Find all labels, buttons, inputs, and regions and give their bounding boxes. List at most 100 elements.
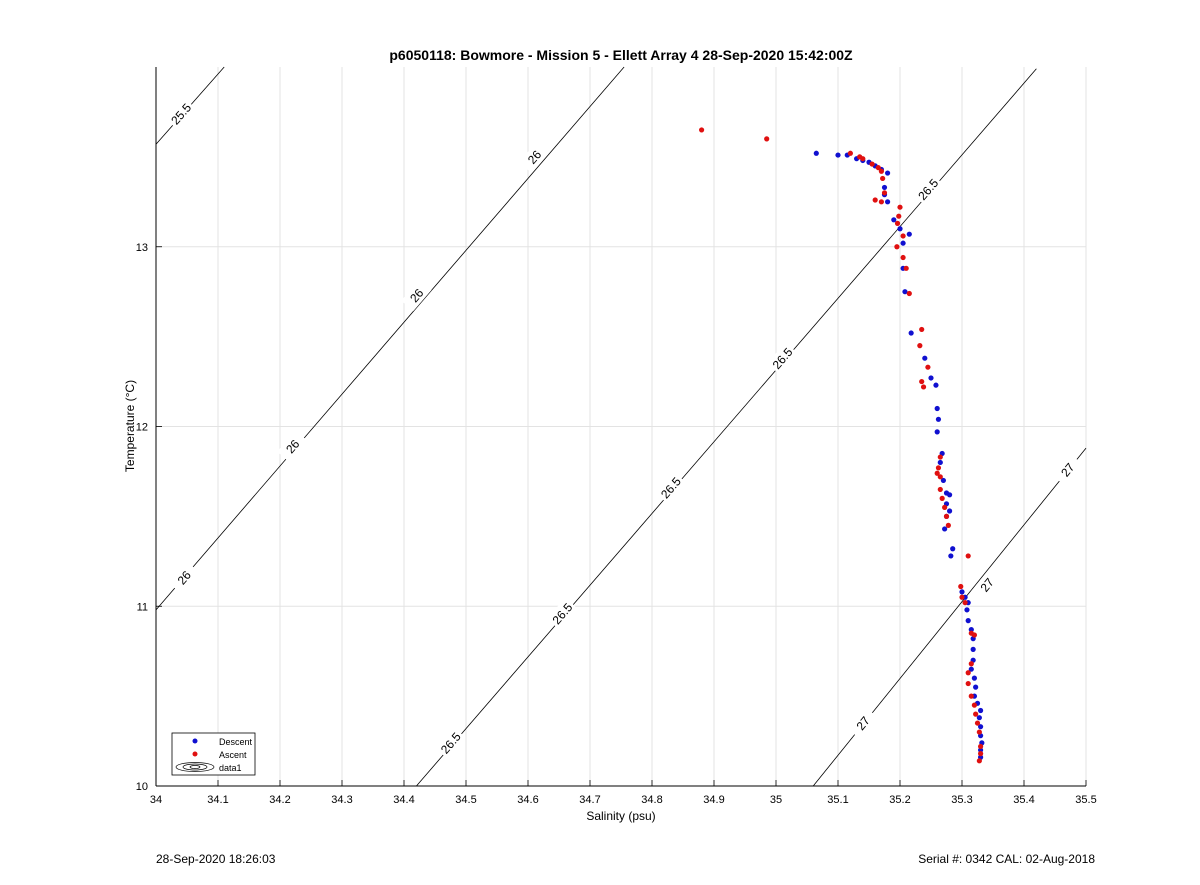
descent-point <box>965 618 971 624</box>
ascent-point <box>878 168 885 174</box>
ascent-point <box>971 702 978 708</box>
ascent-point <box>900 233 906 239</box>
ascent-point <box>937 486 943 493</box>
contour-label-bg <box>401 279 432 312</box>
descent-point <box>968 627 974 633</box>
descent-point <box>906 231 912 237</box>
ascent-point <box>699 127 705 133</box>
descent-point <box>881 184 888 191</box>
ascent-point <box>880 175 886 182</box>
descent-point <box>937 459 943 466</box>
y-tick-label: 11 <box>137 601 148 613</box>
ascent-point <box>959 594 965 600</box>
ascent-point <box>962 600 968 606</box>
contour-line <box>155 66 625 611</box>
ascent-point <box>919 326 925 333</box>
descent-point <box>835 152 841 158</box>
footer-timestamp: 28-Sep-2020 18:26:03 <box>156 852 276 866</box>
descent-point <box>964 607 970 613</box>
descent-point <box>933 382 939 388</box>
ascent-point <box>934 470 940 476</box>
ascent-point <box>881 190 888 196</box>
descent-point <box>978 747 984 753</box>
footer-serial-cal: Serial #: 0342 CAL: 02-Aug-2018 <box>918 852 1095 866</box>
legend-ascent-marker <box>192 751 198 757</box>
descent-point <box>928 375 934 381</box>
ascent-point <box>920 384 927 390</box>
ascent-point <box>965 670 971 676</box>
ascent-point <box>976 758 982 764</box>
ascent-point <box>945 522 951 528</box>
ascent-point <box>897 204 903 210</box>
descent-point <box>948 553 954 559</box>
ascent-point <box>965 680 971 687</box>
ascent-point <box>937 454 943 460</box>
y-tick-label: 12 <box>136 422 148 434</box>
x-tick-label: 34.1 <box>207 794 228 806</box>
descent-point <box>942 526 948 532</box>
ascent-point <box>968 661 974 667</box>
x-tick-label: 34.7 <box>579 794 600 806</box>
descent-point <box>813 150 819 156</box>
ascent-point <box>906 290 912 297</box>
descent-point <box>934 405 940 412</box>
descent-point <box>978 707 984 714</box>
descent-point <box>908 330 914 336</box>
descent-point <box>973 684 979 690</box>
descent-point <box>897 226 903 232</box>
ascent-point <box>971 632 978 638</box>
ascent-point <box>943 513 950 519</box>
contour-label-bg <box>912 173 944 206</box>
descent-point <box>885 199 891 205</box>
descent-point <box>968 666 974 672</box>
descent-point <box>902 289 908 295</box>
x-tick-label: 35.2 <box>889 794 910 806</box>
legend: Descent Ascent data1 <box>171 732 256 776</box>
y-tick-label: 13 <box>136 242 148 254</box>
x-tick-label: 35.4 <box>1013 794 1034 806</box>
axes: 34 34.1 34.2 34.3 34.4 34.5 34.6 34.7 34.8 34.9 35… <box>136 67 1097 806</box>
ascent-point <box>917 343 923 349</box>
ascent-point <box>903 265 909 271</box>
ascent-point <box>919 378 925 385</box>
descent-point <box>935 416 942 422</box>
descent-point <box>900 240 906 246</box>
descent-point <box>934 429 940 435</box>
x-tick-label: 35.3 <box>951 794 972 806</box>
descent-point <box>978 724 984 730</box>
contour-label-bg <box>168 561 200 594</box>
descent-point <box>976 715 982 721</box>
x-tick-label: 34.3 <box>331 794 352 806</box>
ascent-point <box>958 583 964 590</box>
x-tick-label: 34 <box>150 794 162 806</box>
ascent-point <box>764 136 770 142</box>
contour-label-bg <box>546 597 578 630</box>
y-axis-label: Temperature (°C) <box>123 380 137 472</box>
y-tick-label: 10 <box>136 781 148 793</box>
x-tick-label: 35.5 <box>1075 794 1096 806</box>
contour-label-bg <box>766 342 798 375</box>
ascent-point <box>869 161 875 167</box>
contour-label-bg <box>518 141 550 173</box>
data-points <box>699 127 985 764</box>
ascent-point <box>978 743 984 750</box>
ascent-point <box>847 150 854 156</box>
ascent-point <box>968 693 974 699</box>
contour-label-bg <box>165 97 197 130</box>
x-tick-label: 35 <box>770 794 782 806</box>
legend-descent-label: Descent <box>219 737 253 747</box>
x-axis-label: Salinity (psu) <box>586 809 655 823</box>
ascent-point <box>935 465 942 471</box>
contour-label-bg <box>971 568 1002 601</box>
ascent-point <box>976 729 982 735</box>
ascent-point <box>937 474 943 480</box>
ascent-point <box>978 751 984 757</box>
contour-label-bg <box>847 707 878 740</box>
descent-point <box>885 170 891 176</box>
contour-label-bg <box>435 727 466 759</box>
x-tick-label: 34.8 <box>641 794 662 806</box>
ascent-point <box>878 199 885 205</box>
ascent-point <box>925 364 931 370</box>
descent-point <box>947 492 953 498</box>
ascent-point <box>894 220 901 226</box>
